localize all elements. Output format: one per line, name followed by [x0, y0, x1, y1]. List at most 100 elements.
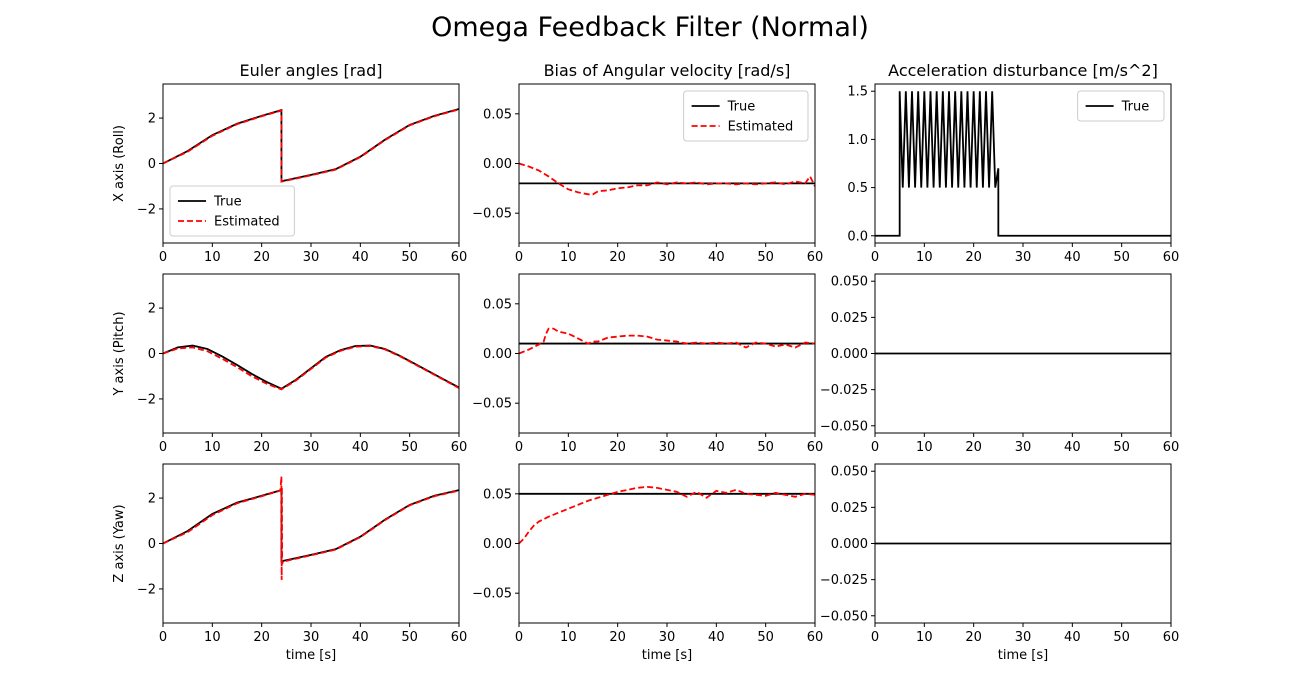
x-tick-label: 0: [515, 250, 523, 265]
x-tick-label: 20: [609, 440, 626, 455]
x-tick-label: 50: [1113, 250, 1130, 265]
series-line-estimated: [519, 327, 815, 355]
legend: True Estimated: [169, 185, 295, 237]
y-axis-label: Z axis (Yaw): [112, 504, 127, 582]
subplot-accel-z: 0 10 20 30 40 50 60 −0.050 −0.025 0.000 0.025 0.050…: [820, 463, 1180, 663]
x-tick-label: 60: [807, 440, 824, 455]
x-tick-label: 0: [871, 440, 879, 455]
plot-area: [163, 476, 459, 580]
legend-box: [683, 90, 809, 142]
x-tick-label: 60: [1163, 630, 1180, 645]
x-tick-label: 60: [1163, 250, 1180, 265]
x-tick-label: 40: [1064, 250, 1081, 265]
y-tick-label: 0.00: [483, 157, 512, 172]
y-tick-label: 0.000: [831, 347, 868, 362]
legend-label: True: [1121, 100, 1150, 115]
x-tick-label: 50: [757, 440, 774, 455]
x-tick-label: 50: [1113, 630, 1130, 645]
series-line-estimated: [519, 485, 815, 545]
x-tick-label: 0: [871, 630, 879, 645]
legend-label: True: [727, 100, 756, 115]
y-tick-label: −0.05: [472, 397, 512, 412]
subplot-accel-y: 0 10 20 30 40 50 60 −0.050 −0.025 0.000 0.025 0.050: [820, 273, 1179, 455]
x-tick-label: 10: [204, 440, 221, 455]
x-tick-label: 0: [515, 440, 523, 455]
x-tick-label: 40: [352, 630, 369, 645]
series-line-estimated: [163, 476, 459, 580]
x-tick-label: 10: [560, 250, 577, 265]
x-tick-label: 10: [560, 440, 577, 455]
plot-area: [875, 91, 1171, 237]
x-tick-label: 10: [916, 440, 933, 455]
legend-box: [1077, 90, 1165, 122]
series-line-estimated: [163, 108, 459, 183]
y-tick-label: 0: [148, 537, 156, 552]
plot-area: [163, 344, 459, 391]
legend-label: True: [213, 195, 242, 210]
y-tick-label: −0.025: [820, 573, 868, 588]
y-tick-label: −2: [137, 392, 156, 407]
figure-title: Omega Feedback Filter (Normal): [431, 12, 869, 43]
y-tick-label: 0.05: [483, 487, 512, 502]
x-tick-label: 30: [1015, 440, 1032, 455]
y-tick-label: 0.025: [831, 311, 868, 326]
subplot-title: Bias of Angular velocity [rad/s]: [544, 61, 791, 80]
x-tick-label: 30: [659, 440, 676, 455]
y-tick-label: 0.0: [847, 229, 868, 244]
series-line-estimated: [519, 162, 815, 196]
y-tick-label: 0: [148, 157, 156, 172]
y-tick-label: −2: [137, 582, 156, 597]
axes-frame: [162, 273, 460, 434]
x-tick-label: 30: [303, 440, 320, 455]
subplot-accel-x: 0 10 20 30 40 50 60 0.0 0.5 1.0 1.5 Acceleration di…: [847, 61, 1179, 265]
y-tick-label: 0.05: [483, 297, 512, 312]
x-tick-label: 40: [708, 630, 725, 645]
y-tick-label: 0: [148, 347, 156, 362]
x-tick-label: 60: [451, 250, 468, 265]
x-tick-label: 20: [965, 630, 982, 645]
x-tick-label: 30: [303, 250, 320, 265]
y-tick-label: 0.5: [847, 181, 868, 196]
x-tick-label: 50: [401, 630, 418, 645]
x-tick-label: 10: [916, 250, 933, 265]
x-tick-label: 40: [1064, 440, 1081, 455]
legend: True: [1077, 90, 1165, 122]
y-tick-label: 1.5: [847, 85, 868, 100]
x-tick-label: 50: [757, 250, 774, 265]
x-tick-label: 30: [659, 630, 676, 645]
x-axis-label: time [s]: [998, 648, 1048, 663]
y-tick-label: 0.05: [483, 107, 512, 122]
x-tick-label: 20: [609, 250, 626, 265]
y-tick-label: −0.05: [472, 207, 512, 222]
legend-label: Estimated: [214, 215, 280, 230]
x-tick-label: 50: [401, 250, 418, 265]
x-tick-label: 40: [1064, 630, 1081, 645]
x-tick-label: 30: [303, 630, 320, 645]
subplot-euler-yaw: 0 10 20 30 40 50 60 −2 0 2 Z axis (Yaw) time [s]: [112, 463, 468, 663]
series-line-true: [163, 108, 459, 183]
y-axis-label: Y axis (Pitch): [112, 311, 127, 396]
x-tick-label: 20: [965, 440, 982, 455]
x-tick-label: 40: [352, 250, 369, 265]
x-tick-label: 20: [253, 250, 270, 265]
x-tick-label: 60: [451, 630, 468, 645]
plot-area: [519, 327, 815, 355]
y-tick-label: 2: [148, 492, 156, 507]
legend-label: Estimated: [728, 120, 794, 135]
y-tick-label: 0.050: [831, 275, 868, 290]
y-tick-label: −0.050: [820, 419, 868, 434]
series-line-true: [875, 91, 1171, 237]
y-tick-label: 0.050: [831, 465, 868, 480]
x-tick-label: 20: [609, 630, 626, 645]
x-tick-label: 20: [253, 440, 270, 455]
axes-frame: [518, 273, 816, 434]
x-tick-label: 60: [807, 250, 824, 265]
x-tick-label: 30: [1015, 630, 1032, 645]
x-tick-label: 50: [1113, 440, 1130, 455]
y-tick-label: 2: [148, 302, 156, 317]
x-tick-label: 40: [352, 440, 369, 455]
y-tick-label: −2: [137, 202, 156, 217]
x-tick-label: 10: [204, 250, 221, 265]
x-tick-label: 50: [401, 440, 418, 455]
